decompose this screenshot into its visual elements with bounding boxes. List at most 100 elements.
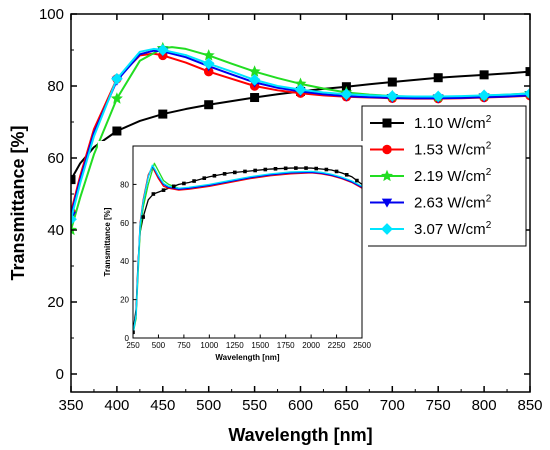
inset-series-5-line — [133, 164, 362, 335]
inset-series-1-point-550 — [161, 188, 166, 192]
inset-series-1-point-1450 — [253, 168, 257, 173]
inset-series-1-point-1250 — [232, 170, 237, 175]
legend-item-2: 1.53 W/cm2 — [370, 141, 492, 159]
inset-x-tick-label-2250: 2250 — [328, 341, 346, 350]
inset-series-1-point-1550 — [263, 167, 268, 172]
x-tick-label-400: 400 — [104, 397, 129, 414]
series-1-point-850 — [525, 67, 530, 77]
inset-series-1-point-1950 — [304, 166, 308, 170]
x-tick-label-500: 500 — [196, 397, 221, 414]
x-axis-title: Wavelength [nm] — [228, 425, 372, 445]
legend-marker-5 — [381, 223, 393, 235]
legend-label-5: 3.07 W/cm2 — [414, 220, 492, 238]
series-5-point-350 — [71, 213, 77, 226]
main-series-layer — [71, 41, 530, 236]
inset-series-1-point-1350 — [243, 169, 247, 174]
y-tick-label-0: 0 — [56, 366, 64, 383]
inset-frame — [132, 145, 363, 339]
y-tick-label-40: 40 — [47, 222, 64, 239]
legend-item-1: 1.10 W/cm2 — [370, 114, 492, 132]
series-1-point-800 — [479, 70, 489, 80]
series-3-point-600 — [294, 77, 307, 89]
inset-y-tick-label-60: 60 — [120, 219, 129, 228]
inset-x-axis-title: Wavelength [nm] — [215, 353, 279, 362]
legend-label-3: 2.19 W/cm2 — [414, 167, 492, 185]
series-1-point-450 — [158, 109, 168, 119]
series-1-point-700 — [387, 77, 397, 87]
inset-y-axis-title: Transmittance [%] — [103, 207, 112, 276]
x-tick-label-800: 800 — [472, 397, 497, 414]
series-1-point-400 — [112, 126, 122, 136]
legend-marker-2 — [382, 144, 392, 155]
inset-chart: 250 500 750 1000 1250 1500 1750 2000 2250 2500 0 20… — [98, 141, 371, 369]
inset-series-1-point-1050 — [212, 173, 217, 178]
series-3-point-500 — [202, 49, 215, 61]
x-tick-label-750: 750 — [426, 397, 451, 414]
inset-x-tick-label-2500: 2500 — [353, 341, 371, 350]
series-5-point-850 — [524, 87, 530, 100]
inset-x-tick-label-500: 500 — [152, 341, 166, 350]
legend-label-4: 2.63 W/cm2 — [414, 194, 492, 212]
inset-series-1-point-1750 — [283, 166, 288, 171]
inset-series-1-point-450 — [151, 192, 156, 196]
inset-x-tick-label-1500: 1500 — [251, 341, 269, 350]
series-3-point-400 — [110, 92, 123, 104]
legend-superscript-3: 2 — [486, 167, 492, 178]
inset-series-1-point-350 — [141, 215, 145, 219]
series-5-line — [71, 47, 530, 220]
inset-x-tick-label-750: 750 — [177, 341, 191, 350]
inset-series-1-point-850 — [192, 179, 196, 183]
legend-item-4: 2.63 W/cm2 — [370, 194, 492, 212]
legend-label-1: 1.10 W/cm2 — [414, 114, 492, 132]
x-tick-label-700: 700 — [380, 397, 405, 414]
x-tick-label-600: 600 — [288, 397, 313, 414]
legend-item-5: 3.07 W/cm2 — [370, 220, 492, 238]
inset-y-tick-label-0: 0 — [125, 334, 130, 343]
inset-series-1-point-2150 — [324, 167, 329, 172]
y-axis-title: Transmittance [%] — [8, 125, 28, 280]
series-5-point-400 — [111, 72, 123, 85]
inset-x-tick-label-1000: 1000 — [200, 341, 218, 350]
inset-x-tick-label-1750: 1750 — [277, 341, 295, 350]
series-5-point-450 — [156, 44, 169, 56]
series-5-point-750 — [432, 90, 445, 103]
x-tick-label-350: 350 — [58, 397, 83, 414]
inset-x-tick-label-1250: 1250 — [226, 341, 244, 350]
series-5-point-550 — [248, 74, 261, 86]
y-tick-label-20: 20 — [47, 294, 64, 311]
inset-series-1-point-1150 — [222, 172, 227, 176]
x-tick-label-850: 850 — [517, 397, 542, 414]
series-5-point-600 — [294, 83, 307, 96]
y-tick-label-60: 60 — [47, 150, 64, 167]
legend-label-2: 1.53 W/cm2 — [414, 141, 492, 159]
series-5 — [71, 44, 530, 226]
series-4-line — [71, 49, 530, 216]
series-5-point-800 — [478, 89, 490, 102]
legend-marker-4 — [381, 198, 393, 208]
legend-superscript-4: 2 — [486, 194, 492, 205]
inset-series-1-point-2450 — [355, 178, 359, 183]
series-1-point-500 — [204, 100, 214, 110]
series-1-point-350 — [71, 175, 76, 185]
legend-superscript-1: 2 — [486, 114, 492, 125]
series-1-line — [71, 70, 530, 181]
inset-series-layer — [133, 162, 362, 335]
y-tick-label-100: 100 — [39, 6, 64, 23]
inset-series-1-point-750 — [182, 181, 186, 186]
x-tick-label-450: 450 — [150, 397, 175, 414]
series-1-point-750 — [433, 73, 443, 83]
legend: 1.10 W/cm2 1.53 W/cm2 2.19 W/cm2 2.63 W/cm2… — [361, 105, 527, 247]
legend-marker-1 — [382, 118, 392, 128]
x-tick-label-650: 650 — [334, 397, 359, 414]
x-tick-label-550: 550 — [242, 397, 267, 414]
y-tick-label-80: 80 — [47, 78, 64, 95]
inset-y-tick-label-80: 80 — [120, 180, 129, 189]
inset-x-tick-label-250: 250 — [126, 341, 140, 350]
series-3-point-550 — [248, 65, 261, 77]
inset-series-1-point-2050 — [314, 166, 318, 171]
legend-superscript-2: 2 — [486, 141, 492, 152]
inset-y-tick-label-40: 40 — [120, 257, 129, 266]
inset-series-1-point-2350 — [344, 173, 349, 177]
inset-series-1-point-950 — [202, 176, 207, 180]
